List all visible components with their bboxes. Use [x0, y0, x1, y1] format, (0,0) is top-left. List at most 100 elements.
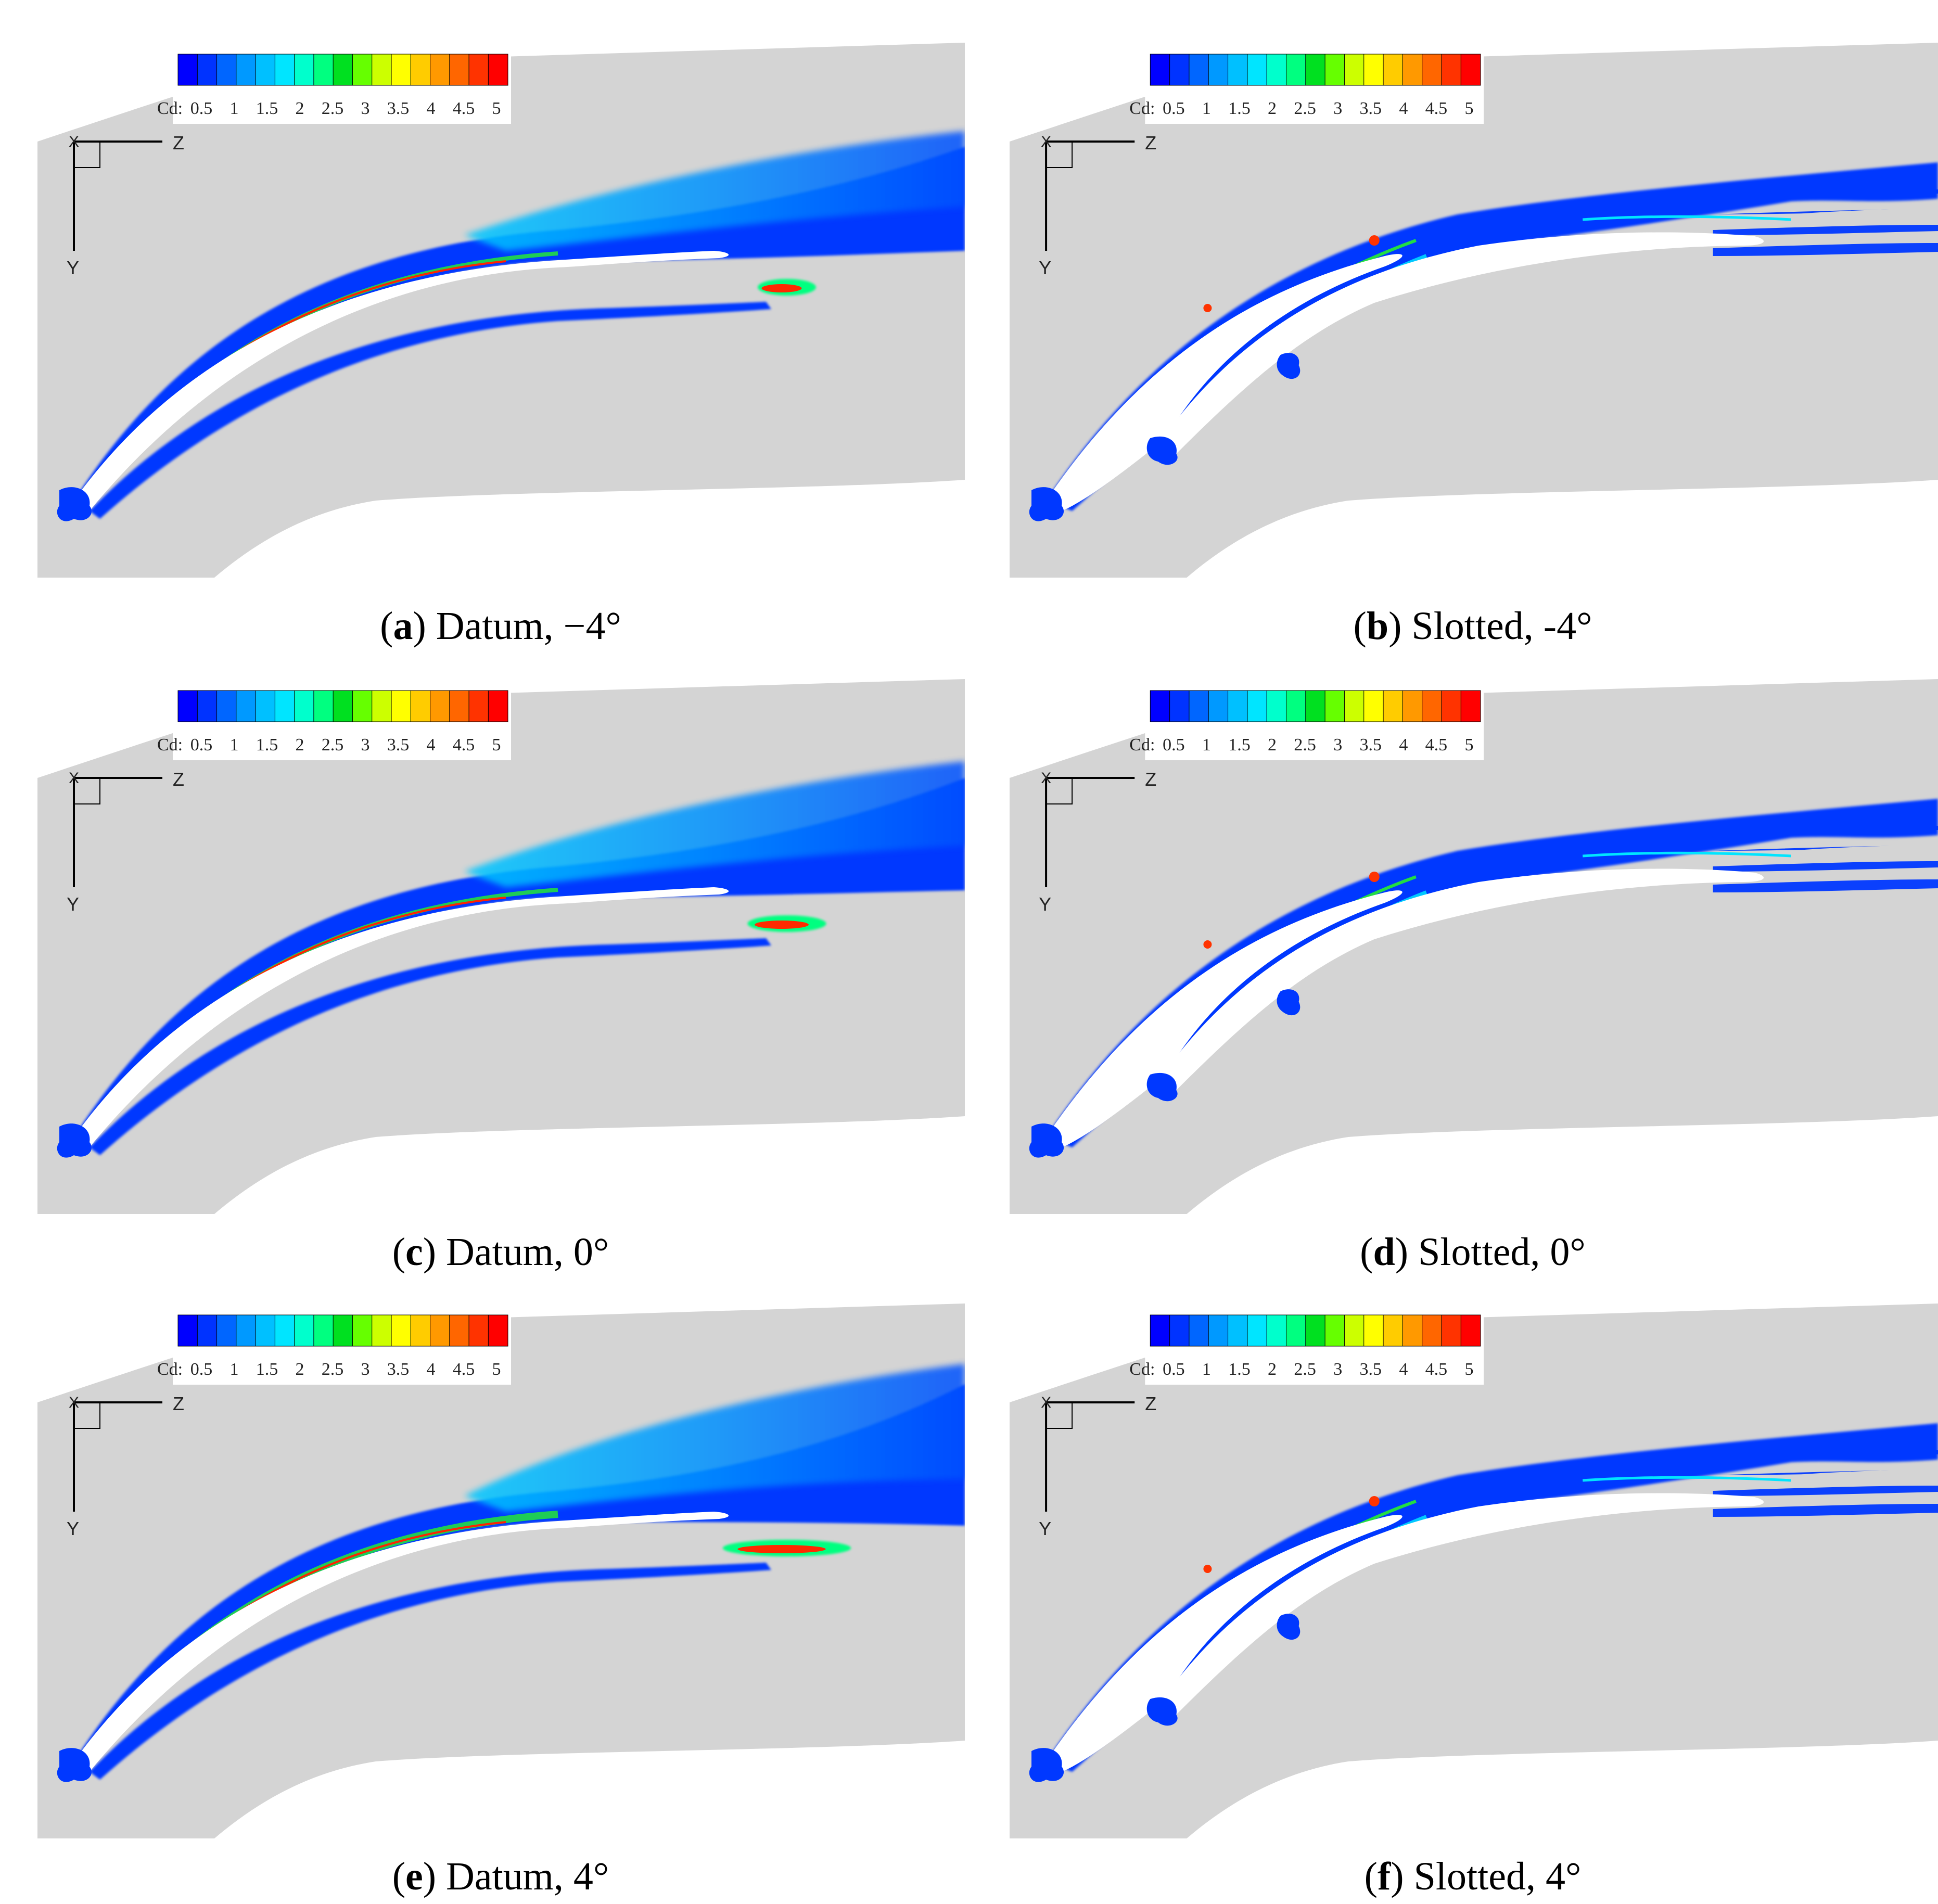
legend-tick: 1	[1202, 99, 1211, 118]
legend-tick: 3.5	[387, 1360, 410, 1379]
wake-streak	[1713, 879, 1938, 892]
legend-swatch	[236, 690, 256, 722]
legend-swatch	[449, 1314, 469, 1347]
caption-f: (f) Slotted, 4°	[1364, 1855, 1582, 1898]
y-axis-label: Y	[1039, 257, 1051, 278]
slot-hotspot	[1203, 1565, 1212, 1573]
suction-side-loss	[74, 147, 965, 503]
wake-gap	[1791, 1469, 1938, 1483]
legend-tick: 0.5	[1163, 1360, 1185, 1379]
caption-letter: e	[405, 1855, 423, 1898]
legend-swatch	[488, 690, 508, 722]
legend-swatch	[1383, 54, 1404, 86]
legend-swatch	[1208, 54, 1229, 86]
z-axis-label: Z	[173, 1393, 184, 1414]
caption-b: (b) Slotted, -4°	[1353, 604, 1592, 648]
legend-swatch	[313, 690, 334, 722]
legend-swatch	[1422, 690, 1442, 722]
color-legend: Cd: 0.5 1 1.5 2 2.5 3 3.5 4 4.5 5	[157, 686, 511, 760]
slot-vortex	[1146, 1697, 1178, 1726]
caption-e: (e) Datum, 4°	[392, 1855, 609, 1898]
slot-hotspot	[1369, 1496, 1380, 1506]
legend-swatch	[1324, 690, 1345, 722]
legend-swatch	[216, 1314, 237, 1347]
legend-tick: 4	[1399, 735, 1408, 755]
legend-swatch	[1266, 1314, 1287, 1347]
pressure-side-loss	[90, 302, 771, 519]
caption-text: Slotted, -4°	[1411, 604, 1592, 648]
color-legend: Cd: 0.5 1 1.5 2 2.5 3 3.5 4 4.5 5	[157, 50, 511, 124]
front-blade	[1046, 1515, 1402, 1772]
legend-swatch	[430, 1314, 450, 1347]
leading-edge-vortex	[1029, 1748, 1064, 1782]
blade-datum	[74, 1512, 729, 1772]
legend-swatch	[1247, 690, 1268, 722]
legend-swatch	[1344, 1314, 1365, 1347]
flow-domain	[1010, 1304, 1938, 1838]
legend-swatch	[1305, 690, 1325, 722]
wake-gap	[1791, 845, 1938, 859]
legend-swatch	[236, 1314, 256, 1347]
legend-tick: 2.5	[1294, 99, 1316, 118]
legend-swatch	[1189, 690, 1209, 722]
axis-origin-box	[73, 777, 100, 804]
legend-swatch	[1285, 1314, 1306, 1347]
legend-tick: 3	[1333, 1360, 1342, 1379]
wake-gap	[1791, 208, 1938, 222]
caption-text: Slotted, 4°	[1413, 1855, 1582, 1898]
x-axis-label: X	[1041, 770, 1051, 787]
legend-tick: 2.5	[1294, 735, 1316, 755]
legend-swatch	[333, 690, 353, 722]
wake-streak	[1713, 1504, 1938, 1517]
legend-tick: 1	[1202, 735, 1211, 755]
legend-label: Cd:	[1129, 99, 1155, 118]
legend-tick: 2	[1268, 1360, 1277, 1379]
legend-tick: 4.5	[1425, 99, 1448, 118]
legend-swatch	[1441, 1314, 1462, 1347]
legend-swatch	[294, 690, 314, 722]
wake-streak	[1713, 861, 1938, 872]
legend-swatch	[352, 1314, 373, 1347]
contour-plot: Cd: 0.5 1 1.5 2 2.5 3 3.5 4 4.5 5 Z Y X	[1010, 1304, 1938, 1838]
legend-swatch	[1402, 690, 1423, 722]
legend-tick: 5	[492, 735, 501, 755]
legend-tick: 4	[427, 1360, 436, 1379]
legend-swatch	[294, 1314, 314, 1347]
legend-tick: 2	[1268, 99, 1277, 118]
color-legend: Cd: 0.5 1 1.5 2 2.5 3 3.5 4 4.5 5	[1129, 686, 1484, 760]
legend-tick: 0.5	[190, 735, 213, 755]
legend-swatch	[1266, 690, 1287, 722]
legend-tick: 4	[427, 99, 436, 118]
panel-d: Cd: 0.5 1 1.5 2 2.5 3 3.5 4 4.5 5 Z Y X	[1010, 679, 1938, 1214]
caption-letter: b	[1366, 604, 1389, 648]
wake-streak	[1713, 826, 1938, 835]
legend-tick: 1.5	[1228, 735, 1251, 755]
legend-swatch	[410, 1314, 431, 1347]
legend-tick: 1.5	[256, 735, 278, 755]
slot-vortex	[1146, 1072, 1178, 1102]
legend-swatch	[372, 1314, 392, 1347]
caption-a: (a) Datum, −4°	[380, 604, 621, 648]
contour-plot: Cd: 0.5 1 1.5 2 2.5 3 3.5 4 4.5 5 Z Y X	[37, 43, 965, 578]
legend-tick: 1.5	[256, 99, 278, 118]
te-shear-red	[755, 921, 809, 929]
legend-swatch	[216, 690, 237, 722]
slot-vortex	[1277, 353, 1300, 379]
leading-edge-vortex	[1029, 1123, 1064, 1158]
legend-tick: 0.5	[1163, 735, 1185, 755]
legend-swatch	[488, 1314, 508, 1347]
legend-tick: 1	[230, 99, 239, 118]
pressure-side-loss	[90, 938, 771, 1155]
leading-edge-vortex	[57, 1748, 92, 1782]
caption-letter: f	[1377, 1855, 1391, 1898]
legend-swatch	[333, 54, 353, 86]
wake-streak	[1713, 243, 1938, 256]
legend-tick: 2.5	[322, 735, 344, 755]
slot-vortex	[1146, 436, 1178, 465]
legend-swatch	[1363, 1314, 1384, 1347]
y-axis-label: Y	[67, 893, 79, 915]
legend-swatch	[255, 54, 276, 86]
legend-tick: 1.5	[1228, 99, 1251, 118]
wake-region	[464, 131, 965, 251]
legend-swatch	[1150, 54, 1170, 86]
